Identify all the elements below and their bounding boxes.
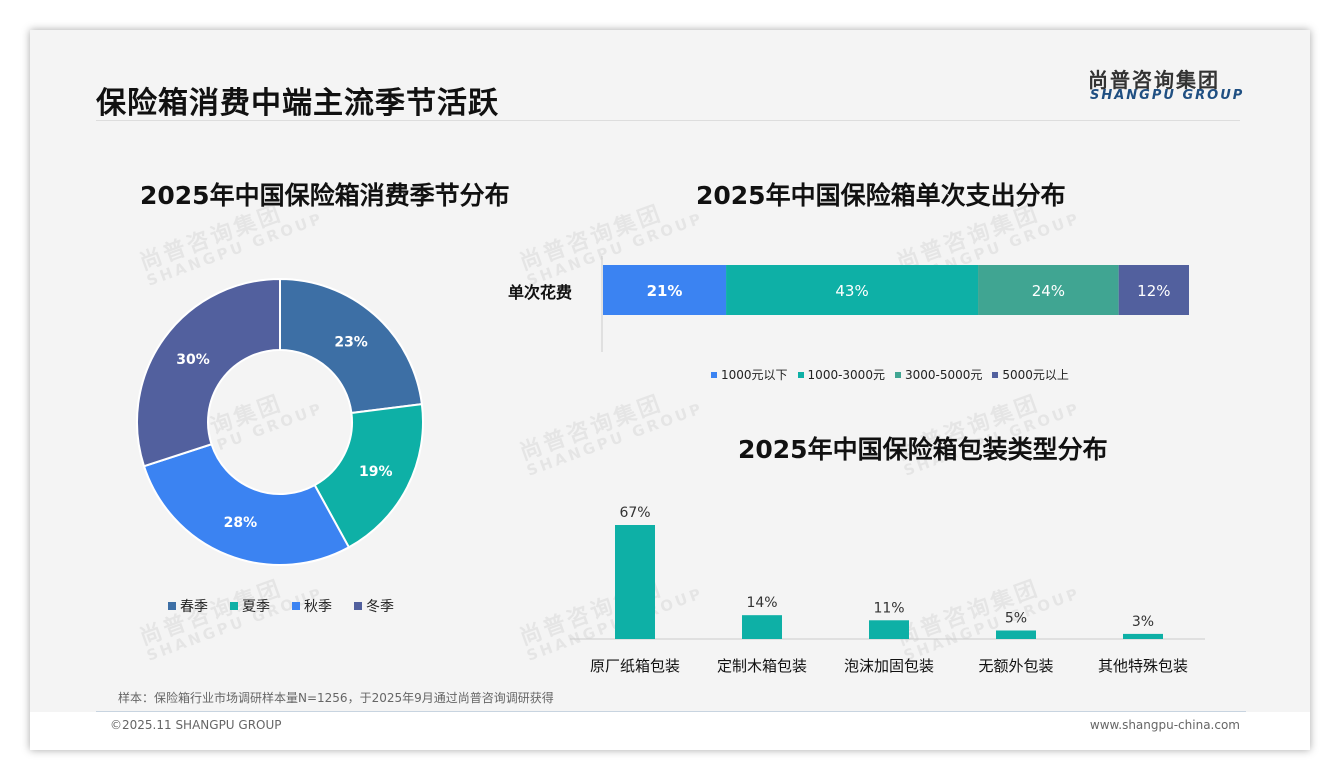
- package-category-label-0: 原厂纸箱包装: [590, 657, 680, 675]
- legend-label: 夏季: [242, 599, 270, 615]
- legend-item: 1000-3000元: [797, 366, 885, 383]
- legend-item: 冬季: [354, 596, 394, 616]
- donut-label-1: 19%: [359, 464, 393, 480]
- footer: [30, 712, 1310, 750]
- header-divider: [96, 120, 1240, 121]
- legend-item: 3000-5000元: [894, 366, 983, 383]
- donut-slice-0: [279, 277, 423, 415]
- legend-label: 5000元以上: [1002, 368, 1069, 382]
- spend-label-3: 12%: [1137, 282, 1170, 300]
- legend-swatch: [168, 602, 176, 610]
- spend-segment-0: [603, 265, 727, 315]
- spend-segment-2: [978, 265, 1119, 315]
- legend-swatch: [992, 371, 999, 378]
- legend-label: 春季: [180, 599, 208, 615]
- slide: 保险箱消费中端主流季节活跃 尚普咨询集团 SHANGPU GROUP 尚普咨询集…: [30, 30, 1310, 750]
- donut-label-3: 30%: [176, 352, 210, 368]
- package-bar-1: [742, 615, 782, 639]
- legend-label: 3000-5000元: [904, 368, 983, 382]
- spend-row-label: 单次花费: [508, 283, 573, 302]
- website-link[interactable]: www.shangpu-china.com: [1089, 718, 1240, 732]
- logo-cn: 尚普咨询集团: [1088, 68, 1220, 92]
- package-bar-4: [1123, 633, 1163, 639]
- season-legend: 春季 夏季 秋季 冬季: [168, 596, 416, 616]
- watermark: 尚普咨询集团 SHANGPU GROUP: [516, 390, 707, 480]
- legend-swatch: [354, 602, 362, 610]
- package-category-label-4: 其他特殊包装: [1098, 657, 1188, 675]
- legend-label: 秋季: [304, 599, 332, 615]
- page-title: 保险箱消费中端主流季节活跃: [96, 86, 499, 121]
- sample-note: 样本：保险箱行业市场调研样本量N=1256，于2025年9月通过尚普咨询调研获得: [118, 691, 554, 705]
- package-category-label-1: 定制木箱包装: [717, 657, 807, 675]
- legend-swatch: [230, 602, 238, 610]
- copyright: ©2025.11 SHANGPU GROUP: [110, 718, 282, 732]
- season-donut-chart: 23% 19% 28% 30%: [136, 277, 424, 566]
- package-category-label-2: 泡沫加固包装: [844, 657, 934, 675]
- legend-item: 秋季: [292, 596, 332, 616]
- legend-label: 1000-3000元: [807, 368, 885, 382]
- legend-item: 春季: [168, 596, 208, 616]
- package-value-label-2: 11%: [873, 600, 904, 616]
- legend-item: 夏季: [230, 596, 270, 616]
- spend-chart-title: 2025年中国保险箱单次支出分布: [696, 181, 1066, 210]
- legend-swatch: [894, 371, 901, 378]
- spend-label-0: 21%: [647, 282, 683, 300]
- donut-slice-2: [142, 442, 351, 566]
- watermark: 尚普咨询集团 SHANGPU GROUP: [893, 575, 1084, 665]
- package-bar-2: [869, 620, 909, 639]
- legend-swatch: [797, 371, 804, 378]
- spend-label-1: 43%: [835, 282, 868, 300]
- legend-label: 冬季: [366, 599, 394, 615]
- package-chart-title: 2025年中国保险箱包装类型分布: [738, 435, 1108, 464]
- spend-segment-1: [726, 265, 979, 315]
- legend-swatch: [711, 371, 717, 378]
- donut-label-0: 23%: [334, 334, 368, 350]
- legend-item: 5000元以上: [992, 366, 1069, 383]
- package-bar-3: [996, 630, 1036, 639]
- season-chart-title: 2025年中国保险箱消费季节分布: [140, 181, 510, 210]
- watermark: 尚普咨询集团 SHANGPU GROUP: [516, 575, 707, 665]
- package-category-label-3: 无额外包装: [978, 657, 1053, 675]
- footer-divider: [96, 711, 1246, 712]
- spend-stacked-bar: 21% 43% 24% 12%: [601, 256, 1189, 352]
- package-value-label-3: 5%: [1005, 610, 1027, 626]
- legend-label: 1000元以下: [721, 368, 788, 382]
- spend-segment-3: [1118, 265, 1189, 315]
- legend-item: 1000元以下: [711, 366, 788, 383]
- donut-slice-3: [136, 277, 281, 468]
- package-bar-0: [615, 525, 655, 639]
- donut-label-2: 28%: [224, 515, 258, 531]
- spend-legend: 1000元以下 1000-3000元 3000-5000元 5000元以上: [711, 366, 1079, 383]
- spend-label-2: 24%: [1032, 282, 1065, 300]
- package-value-label-4: 3%: [1132, 614, 1154, 630]
- package-bar-chart: 67% 原厂纸箱包装 14% 定制木箱包装 11% 泡沫加固包装 5% 无额外包装 3% 其他特殊…: [570, 505, 1205, 675]
- legend-swatch: [292, 602, 300, 610]
- donut-slice-1: [313, 402, 424, 549]
- logo-en: SHANGPU GROUP: [1090, 88, 1245, 103]
- package-value-label-1: 14%: [746, 595, 777, 611]
- package-value-label-0: 67%: [619, 505, 650, 521]
